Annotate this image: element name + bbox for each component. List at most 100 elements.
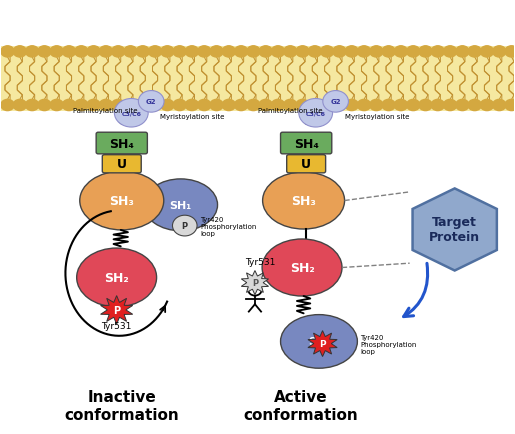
- Text: P: P: [182, 222, 188, 230]
- Text: P: P: [113, 305, 120, 315]
- Circle shape: [222, 47, 235, 58]
- Text: Palmitoylation site: Palmitoylation site: [73, 108, 138, 113]
- Circle shape: [419, 100, 432, 112]
- Circle shape: [370, 47, 383, 58]
- Text: Target
Protein: Target Protein: [429, 216, 480, 244]
- Text: Tyr531: Tyr531: [245, 258, 275, 267]
- Circle shape: [173, 216, 197, 237]
- Circle shape: [333, 100, 346, 112]
- Circle shape: [480, 100, 494, 112]
- Circle shape: [75, 100, 88, 112]
- Circle shape: [124, 47, 137, 58]
- Circle shape: [370, 100, 383, 112]
- Circle shape: [357, 47, 371, 58]
- Circle shape: [124, 100, 137, 112]
- FancyBboxPatch shape: [102, 155, 141, 174]
- Text: SH₄: SH₄: [109, 137, 134, 150]
- Polygon shape: [413, 189, 497, 271]
- Circle shape: [505, 47, 515, 58]
- Text: C3/C6: C3/C6: [122, 111, 141, 116]
- Polygon shape: [242, 271, 269, 295]
- Circle shape: [198, 100, 211, 112]
- Circle shape: [480, 47, 494, 58]
- Ellipse shape: [281, 315, 357, 368]
- Circle shape: [62, 47, 76, 58]
- FancyBboxPatch shape: [96, 133, 147, 155]
- Circle shape: [198, 47, 211, 58]
- Ellipse shape: [80, 172, 164, 230]
- Text: Myristoylation site: Myristoylation site: [160, 114, 225, 119]
- Circle shape: [13, 100, 26, 112]
- Text: SH₃: SH₃: [109, 194, 134, 207]
- Circle shape: [87, 100, 100, 112]
- Circle shape: [394, 47, 407, 58]
- Circle shape: [62, 100, 76, 112]
- Polygon shape: [100, 296, 133, 324]
- Circle shape: [406, 47, 420, 58]
- Circle shape: [345, 47, 358, 58]
- Bar: [2, 47, 513, 112]
- Circle shape: [345, 100, 358, 112]
- Circle shape: [259, 100, 272, 112]
- Circle shape: [99, 47, 113, 58]
- Text: Tyr420
Phosphorylation
loop: Tyr420 Phosphorylation loop: [200, 216, 256, 236]
- Circle shape: [234, 47, 248, 58]
- Circle shape: [136, 100, 149, 112]
- Circle shape: [382, 47, 396, 58]
- Circle shape: [406, 100, 420, 112]
- Circle shape: [468, 100, 482, 112]
- Circle shape: [25, 100, 39, 112]
- Circle shape: [114, 99, 148, 128]
- Circle shape: [136, 47, 149, 58]
- Circle shape: [493, 100, 506, 112]
- Circle shape: [468, 47, 482, 58]
- Circle shape: [333, 47, 346, 58]
- Circle shape: [431, 100, 444, 112]
- Circle shape: [382, 100, 396, 112]
- Circle shape: [357, 100, 371, 112]
- Circle shape: [25, 47, 39, 58]
- Circle shape: [75, 47, 88, 58]
- Circle shape: [419, 47, 432, 58]
- Text: Tyr420
Phosphorylation
loop: Tyr420 Phosphorylation loop: [360, 334, 416, 354]
- Circle shape: [323, 91, 349, 113]
- Text: Inactive
conformation: Inactive conformation: [64, 389, 179, 422]
- Text: Myristoylation site: Myristoylation site: [345, 114, 409, 119]
- Text: SH₁: SH₁: [308, 337, 330, 347]
- Circle shape: [247, 47, 260, 58]
- Circle shape: [456, 100, 469, 112]
- Circle shape: [112, 100, 125, 112]
- Text: G2: G2: [146, 99, 157, 105]
- Circle shape: [284, 47, 297, 58]
- Circle shape: [99, 100, 113, 112]
- Text: SH₃: SH₃: [291, 194, 316, 207]
- Circle shape: [1, 47, 14, 58]
- Ellipse shape: [77, 249, 157, 307]
- Circle shape: [431, 47, 444, 58]
- Circle shape: [271, 47, 285, 58]
- Circle shape: [38, 100, 51, 112]
- Circle shape: [505, 100, 515, 112]
- Circle shape: [1, 100, 14, 112]
- Circle shape: [296, 100, 309, 112]
- Circle shape: [284, 100, 297, 112]
- Circle shape: [308, 100, 321, 112]
- Text: SH₂: SH₂: [290, 261, 315, 274]
- Ellipse shape: [262, 240, 342, 296]
- Circle shape: [247, 100, 260, 112]
- Text: Active
conformation: Active conformation: [244, 389, 358, 422]
- Text: P: P: [319, 339, 326, 348]
- Polygon shape: [308, 331, 337, 357]
- Circle shape: [456, 47, 469, 58]
- Circle shape: [443, 47, 457, 58]
- Text: Palmitoylation site: Palmitoylation site: [258, 108, 322, 113]
- Circle shape: [139, 91, 164, 113]
- Text: C3/C6: C3/C6: [306, 111, 325, 116]
- FancyBboxPatch shape: [287, 155, 325, 174]
- Text: G2: G2: [330, 99, 341, 105]
- Circle shape: [185, 100, 199, 112]
- Circle shape: [210, 100, 223, 112]
- Text: SH₂: SH₂: [104, 271, 129, 284]
- Ellipse shape: [144, 180, 217, 231]
- FancyBboxPatch shape: [281, 133, 332, 155]
